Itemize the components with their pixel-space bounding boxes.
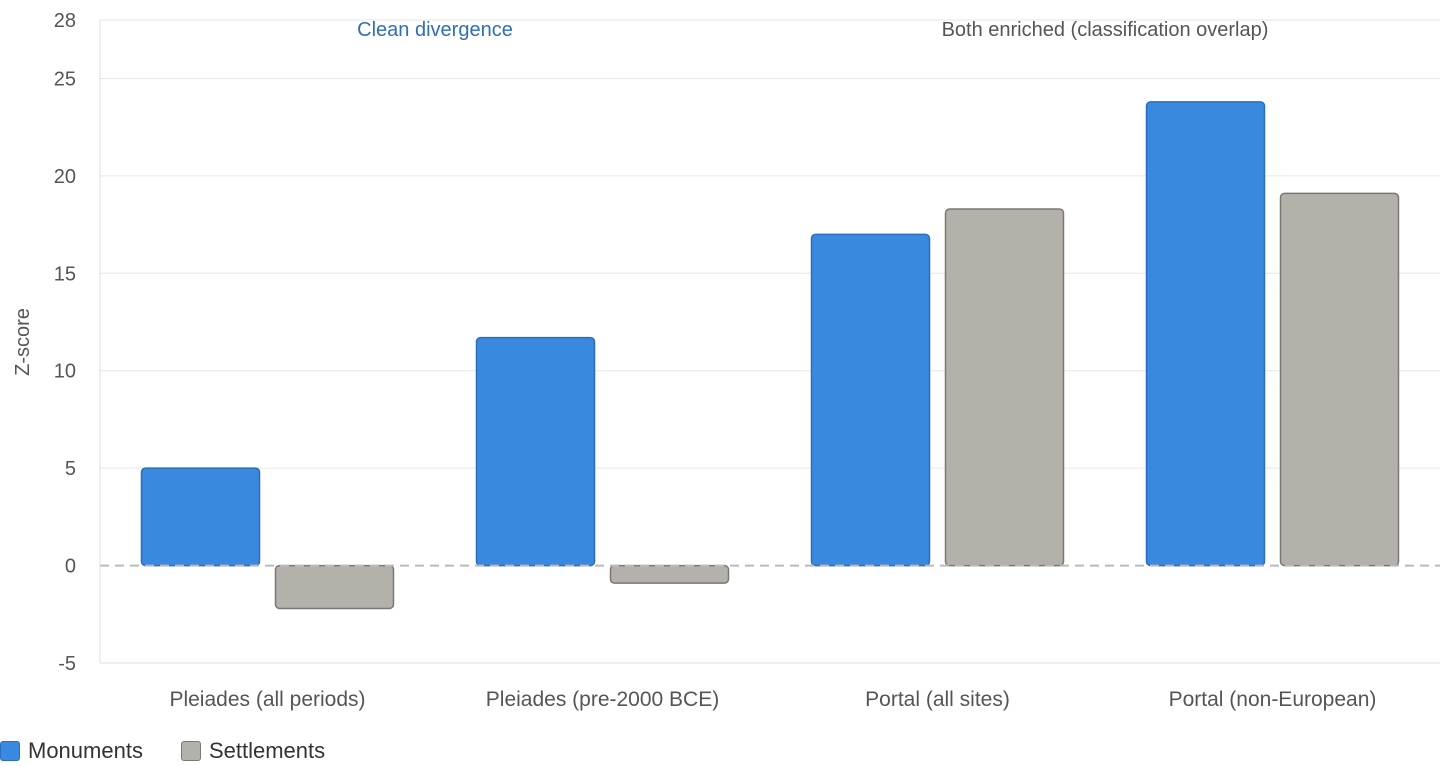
y-tick-label: 10	[54, 361, 76, 383]
annotation-label: Both enriched (classification overlap)	[942, 19, 1269, 41]
bar-monuments-2[interactable]	[475, 336, 596, 567]
y-tick-label: 28	[54, 10, 76, 32]
legend-swatch-settlements	[180, 741, 201, 761]
y-tick-label: -5	[58, 653, 76, 675]
y-tick-label: 20	[54, 166, 76, 188]
bar-monuments-3[interactable]	[810, 233, 931, 567]
grid-layer	[100, 19, 1440, 664]
bar-settlements-4[interactable]	[1279, 192, 1400, 567]
y-tick-label: 0	[65, 556, 76, 578]
axis-layer: -5 0 5 10 15 20 25 28 Pleiades (all periods) Plei…	[54, 10, 1440, 711]
legend-item-settlements[interactable]: Settlements	[180, 738, 326, 764]
legend-swatch-monuments	[0, 741, 20, 761]
bar-monuments-1[interactable]	[140, 467, 261, 567]
x-tick-label: Pleiades (pre-2000 BCE)	[486, 688, 719, 711]
y-tick-label: 15	[54, 263, 76, 285]
legend-label-monuments: Monuments	[28, 738, 143, 763]
legend-item-monuments[interactable]: Monuments	[0, 738, 143, 764]
annotation-layer: Clean divergence Both enriched (classific…	[357, 19, 1268, 41]
y-tick-label: 5	[65, 458, 76, 480]
bar-settlements-2[interactable]	[609, 564, 730, 584]
bar-settlements-3[interactable]	[944, 208, 1065, 567]
y-tick-label: 25	[54, 68, 76, 90]
annotation-label: Clean divergence	[357, 19, 513, 41]
x-tick-label: Portal (non-European)	[1169, 688, 1377, 711]
bars-layer	[100, 101, 1440, 610]
legend-label-settlements: Settlements	[208, 738, 326, 763]
legend: Monuments Settlements	[0, 737, 363, 765]
bar-settlements-1[interactable]	[274, 564, 395, 610]
bar-monuments-4[interactable]	[1145, 101, 1266, 567]
y-axis-label: Z-score	[12, 308, 34, 376]
x-tick-label: Portal (all sites)	[865, 688, 1010, 711]
x-tick-label: Pleiades (all periods)	[169, 688, 365, 711]
